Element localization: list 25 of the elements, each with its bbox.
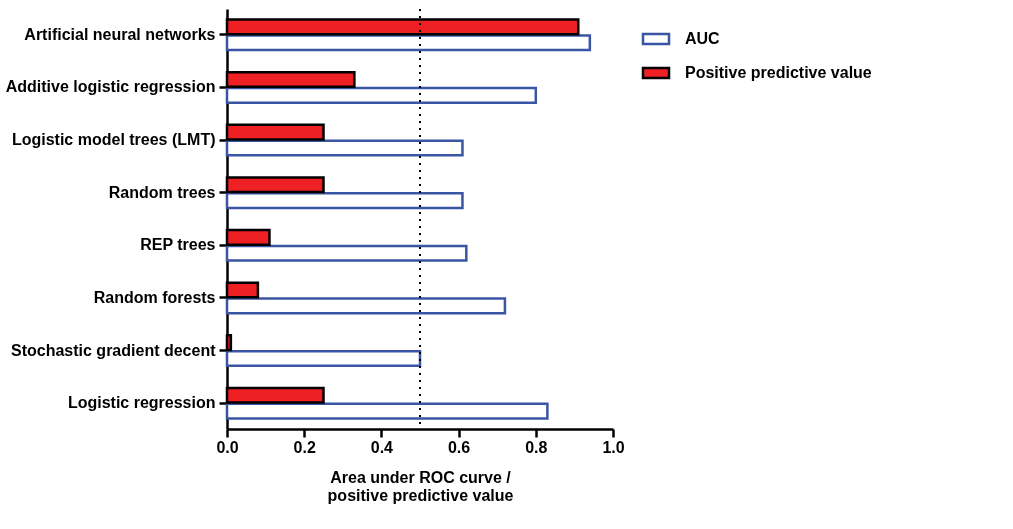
x-axis-title: Area under ROC curve / positive predictive value — [327, 468, 514, 504]
bar — [225, 349, 422, 368]
y-tick-label: REP trees — [140, 236, 216, 254]
legend-label: AUC — [685, 30, 721, 47]
x-tick-label: 0.4 — [370, 438, 394, 456]
bar — [225, 244, 468, 262]
y-tick-label: Logistic regression — [67, 394, 216, 412]
bar — [225, 139, 464, 157]
x-tick-label: 0.6 — [447, 438, 471, 456]
x-tick-label: 0.8 — [525, 438, 548, 456]
y-tick-label: Additive logistic regression — [5, 78, 216, 96]
bar — [225, 34, 592, 52]
x-tick-label: 0.0 — [216, 438, 239, 456]
bar — [225, 86, 538, 104]
x-tick-label: 1.0 — [602, 438, 625, 456]
y-tick-label: Random forests — [93, 288, 216, 306]
y-tick-label: Logistic model trees (LMT) — [11, 131, 216, 149]
legend-label: Positive predictive value — [685, 64, 872, 81]
bar — [225, 402, 549, 420]
y-tick-label: Artificial neural networks — [24, 25, 216, 43]
bar — [225, 297, 507, 315]
bar — [225, 192, 464, 210]
x-tick-label: 0.2 — [293, 438, 316, 456]
y-tick-label: Stochastic gradient decent — [11, 341, 217, 359]
y-tick-label: Random trees — [108, 183, 216, 201]
